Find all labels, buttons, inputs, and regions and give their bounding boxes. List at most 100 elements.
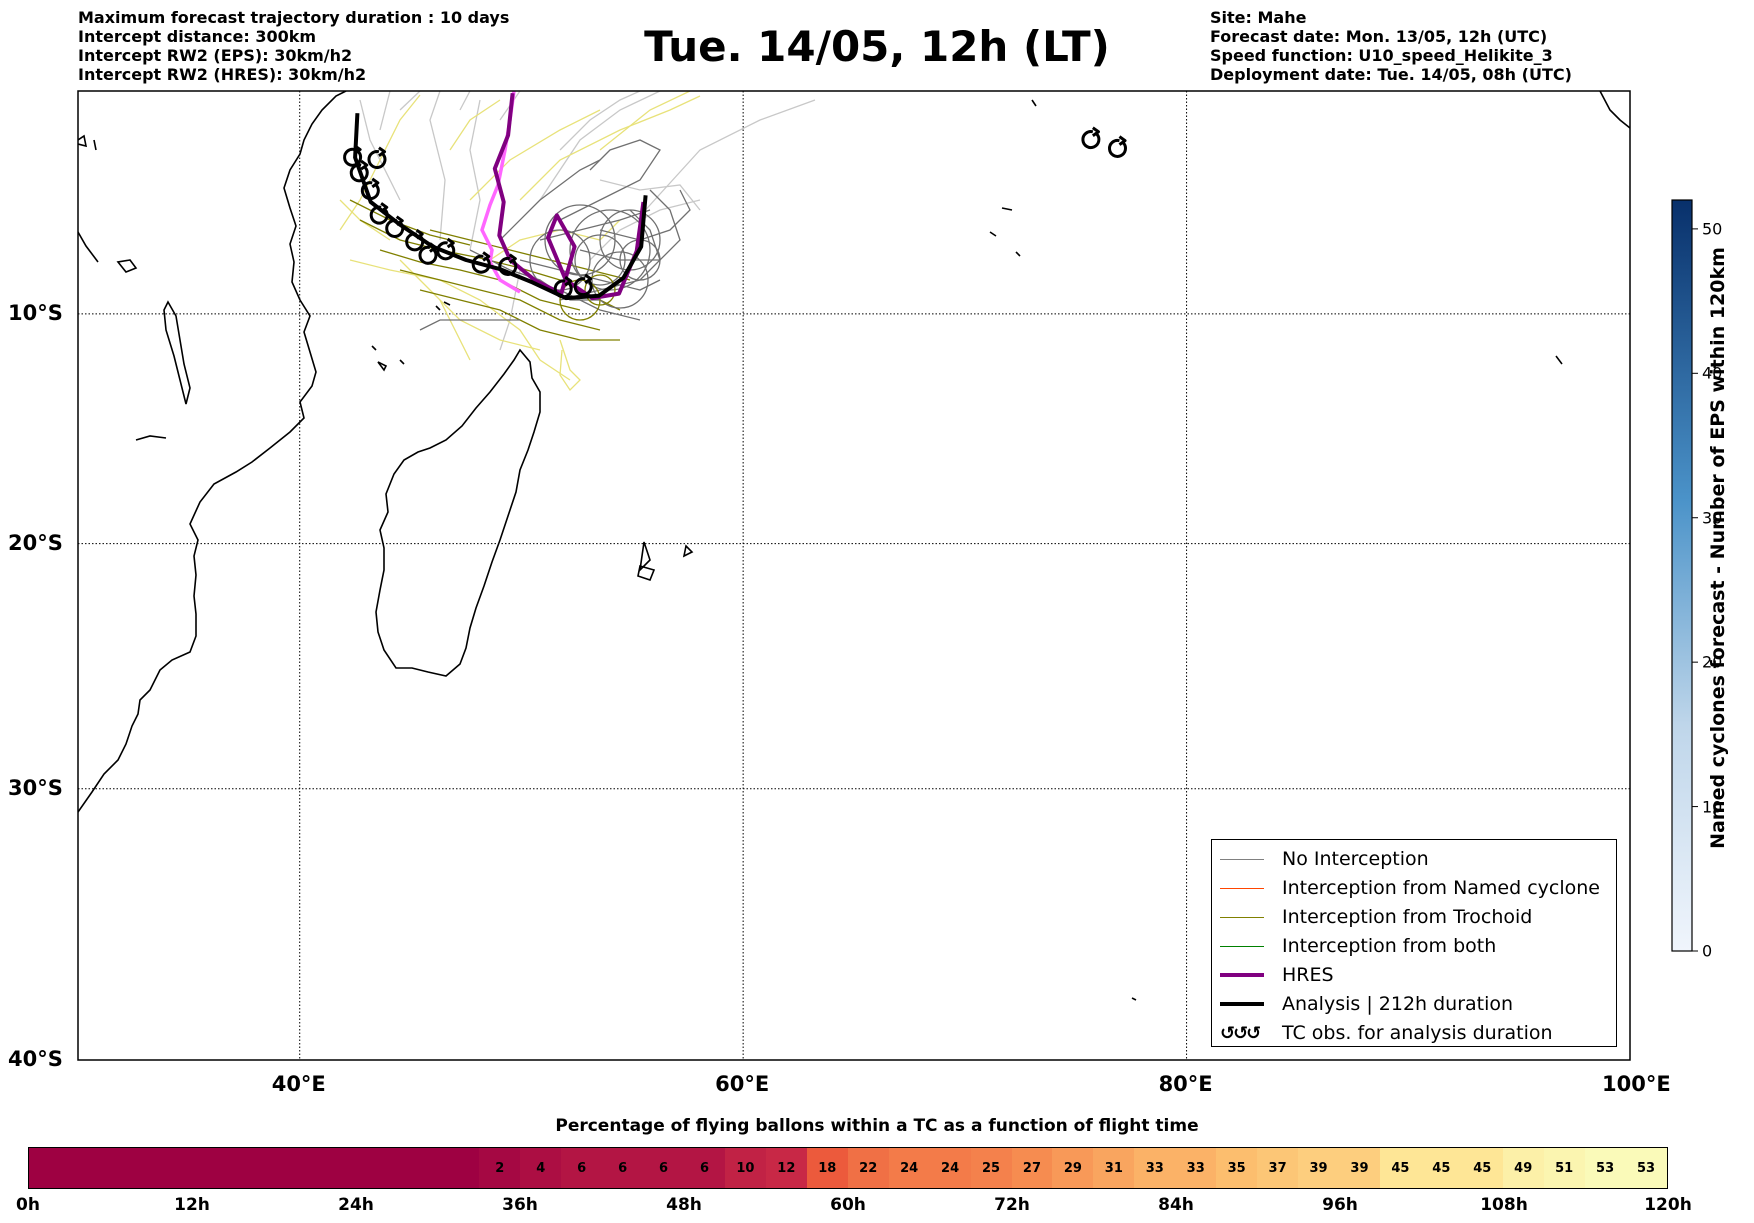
flight-colorbar-segment: 2 — [479, 1148, 521, 1188]
tc-obs-arrowhead — [564, 275, 573, 287]
tc-obs-arrowhead — [395, 215, 404, 226]
flight-colorbar-segment — [274, 1148, 316, 1188]
tc-obs-symbol — [1081, 130, 1101, 150]
lon-tick-label: 80°E — [1158, 1072, 1213, 1096]
lat-tick-label: 30°S — [8, 775, 63, 800]
tc-obs-arrowhead — [482, 251, 491, 262]
legend-swatch — [1220, 973, 1264, 977]
flight-time-tick: 24h — [338, 1195, 374, 1215]
flight-time-tick: 108h — [1480, 1195, 1528, 1215]
legend-swatch — [1220, 858, 1264, 860]
flight-colorbar-segment — [69, 1148, 111, 1188]
flight-colorbar-segment — [438, 1148, 480, 1188]
flight-colorbar-segment: 33 — [1134, 1148, 1176, 1188]
tc-obs-symbol — [418, 245, 438, 265]
flight-colorbar-segment: 10 — [724, 1148, 766, 1188]
lon-tick-label: 100°E — [1602, 1072, 1671, 1096]
flight-time-tick: 120h — [1644, 1195, 1692, 1215]
eps-tick-label: 10 — [1702, 797, 1723, 817]
legend-item: Interception from both — [1220, 933, 1496, 959]
madagascar-coastline — [375, 348, 541, 677]
header-right-line: Site: Mahe — [1210, 8, 1307, 27]
flight-colorbar-segment: 25 — [970, 1148, 1012, 1188]
header-right-line: Forecast date: Mon. 13/05, 12h (UTC) — [1210, 27, 1548, 46]
flight-colorbar-segment: 29 — [1052, 1148, 1094, 1188]
legend-label: Interception from Named cyclone — [1282, 877, 1600, 899]
flight-colorbar-segment — [397, 1148, 439, 1188]
legend-label: Interception from both — [1282, 935, 1497, 957]
eps-tick-label: 20 — [1702, 652, 1723, 672]
flight-colorbar-segment — [29, 1148, 70, 1188]
tc-obs-arrowhead — [360, 159, 369, 171]
header-right: Site: Mahe Forecast date: Mon. 13/05, 12h… — [1210, 8, 1572, 84]
header-left-line: Maximum forecast trajectory duration : 1… — [78, 8, 510, 27]
flight-colorbar-segment: 39 — [1339, 1148, 1380, 1188]
flight-colorbar-segment: 39 — [1298, 1148, 1339, 1188]
tc-obs-arrowhead — [429, 242, 438, 253]
flight-colorbar-segment: 31 — [1093, 1148, 1135, 1188]
tc-observations — [343, 126, 1127, 299]
eps-colorbar — [1671, 199, 1693, 952]
flight-colorbar-segment: 49 — [1502, 1148, 1544, 1188]
flight-colorbar-segment: 4 — [520, 1148, 562, 1188]
flight-colorbar: 2 4 6 6 6 6 10 12 18 22 24 24 25 27 29 31 33 33 35 37 39 39 45… — [28, 1147, 1668, 1189]
tc-obs-symbol — [436, 241, 456, 261]
flight-colorbar-segment: 45 — [1461, 1148, 1503, 1188]
header-left-line: Intercept distance: 300km — [78, 27, 317, 46]
flight-colorbar-title: Percentage of flying ballons within a TC… — [555, 1116, 1199, 1136]
lon-tick-label: 40°E — [271, 1072, 326, 1096]
flight-colorbar-segment: 33 — [1175, 1148, 1217, 1188]
hres-trajectory — [492, 92, 646, 301]
tc-obs-symbol — [385, 218, 405, 238]
tc-obs-symbol — [367, 150, 387, 170]
eps-tick-label: 30 — [1702, 508, 1723, 528]
eps-tick-label: 50 — [1702, 219, 1723, 239]
flight-colorbar-segment — [110, 1148, 152, 1188]
flight-time-tick: 48h — [666, 1195, 702, 1215]
eps-tick-label: 40 — [1702, 363, 1723, 383]
tc-obs-arrowhead — [446, 237, 455, 249]
map-frame — [77, 90, 1631, 1061]
header-left: Maximum forecast trajectory duration : 1… — [78, 8, 509, 84]
map-gridlines — [78, 91, 1630, 1060]
flight-colorbar-segment — [233, 1148, 275, 1188]
coastlines — [78, 91, 1630, 1001]
ensemble-trajectories — [339, 91, 816, 392]
flight-time-tick: 72h — [994, 1195, 1030, 1215]
flight-colorbar-segment: 6 — [643, 1148, 684, 1188]
lon-tick-label: 60°E — [715, 1072, 770, 1096]
header-right-line: Deployment date: Tue. 14/05, 08h (UTC) — [1210, 65, 1572, 84]
flight-colorbar-segment: 22 — [847, 1148, 889, 1188]
flight-time-tick: 12h — [174, 1195, 210, 1215]
flight-colorbar-segment: 6 — [561, 1148, 603, 1188]
tc-obs-arrowhead — [1118, 135, 1127, 146]
flight-colorbar-segment — [192, 1148, 234, 1188]
tc-obs-arrowhead — [353, 144, 362, 155]
legend-label: Analysis | 212h duration — [1282, 993, 1514, 1015]
header-left-line: Intercept RW2 (HRES): 30km/h2 — [78, 65, 367, 84]
legend-item: Interception from Trochoid — [1220, 904, 1532, 930]
tc-obs-symbol — [471, 254, 491, 274]
tc-obs-arrowhead — [380, 202, 389, 213]
tc-obs-symbol — [498, 256, 518, 276]
tc-obs-legend-icon: ↺↺↺ — [1220, 1022, 1261, 1044]
lat-tick-label: 40°S — [8, 1047, 63, 1071]
legend-item: HRES — [1220, 962, 1334, 988]
flight-colorbar-segment: 12 — [765, 1148, 807, 1188]
eps-colorbar-label: Named cyclones forecast - Number of EPS … — [1707, 247, 1729, 849]
flight-colorbar-segment: 45 — [1420, 1148, 1462, 1188]
tc-obs-symbol — [360, 181, 380, 201]
lake-malawi — [163, 300, 191, 405]
flight-colorbar-segment: 6 — [602, 1148, 644, 1188]
flight-colorbar-segment: 27 — [1011, 1148, 1053, 1188]
africa-coastline — [78, 91, 347, 813]
lat-tick-label: 10°S — [8, 300, 63, 325]
flight-colorbar-segment: 53 — [1625, 1148, 1667, 1188]
tc-obs-symbol — [405, 232, 425, 252]
tc-obs-symbol — [343, 147, 363, 167]
legend-item-tc-obs: ↺↺↺ TC obs. for analysis duration — [1220, 1020, 1553, 1046]
legend-label: TC obs. for analysis duration — [1282, 1022, 1553, 1044]
flight-colorbar-segment: 51 — [1543, 1148, 1585, 1188]
flight-colorbar-segment: 37 — [1257, 1148, 1299, 1188]
